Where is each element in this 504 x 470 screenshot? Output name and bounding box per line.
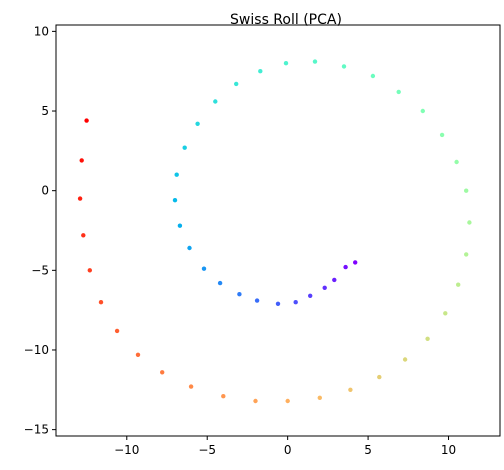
y-tick-label: −5 [31, 263, 49, 277]
scatter-point [237, 292, 242, 297]
scatter-point [217, 280, 223, 286]
scatter-point [253, 398, 258, 404]
scatter-point [308, 293, 313, 298]
scatter-point [343, 264, 348, 270]
scatter-point [464, 252, 469, 257]
chart-title: Swiss Roll (PCA) [230, 12, 342, 28]
y-tick-label: 10 [34, 24, 49, 38]
x-axis-ticks: −10 −5 0 5 10 [114, 436, 456, 457]
scatter-point [98, 300, 104, 305]
scatter-point [87, 268, 93, 273]
plot-frame [55, 24, 501, 437]
scatter-point [454, 159, 459, 165]
y-tick-label: −10 [24, 343, 49, 357]
scatter-point [293, 300, 298, 305]
scatter-points [77, 59, 472, 404]
x-tick-label: 10 [441, 443, 456, 457]
scatter-point [396, 89, 401, 95]
scatter-point [370, 73, 376, 79]
scatter-point [456, 282, 461, 287]
scatter-point [174, 172, 179, 177]
y-tick-label: −15 [24, 423, 49, 437]
scatter-point [275, 301, 281, 306]
x-tick-label: 5 [364, 443, 372, 457]
scatter-point [114, 328, 120, 334]
scatter-point [439, 132, 445, 138]
scatter-point [81, 233, 86, 238]
scatter-point [188, 384, 194, 389]
scatter-point [234, 81, 239, 87]
scatter-point [377, 374, 382, 380]
scatter-point [221, 394, 226, 399]
scatter-point [77, 196, 83, 201]
scatter-point [195, 121, 200, 127]
scatter-point [348, 387, 353, 392]
scatter-point [353, 260, 358, 265]
scatter-point [177, 223, 183, 228]
scatter-point [317, 395, 322, 400]
scatter-point [341, 64, 347, 69]
scatter-point [160, 370, 165, 375]
scatter-point [182, 145, 187, 150]
scatter-point [213, 99, 218, 104]
scatter-point [201, 266, 207, 271]
x-tick-label: −5 [198, 443, 216, 457]
y-tick-label: 0 [41, 184, 49, 198]
scatter-point [332, 277, 337, 283]
scatter-point [285, 398, 290, 404]
scatter-point [443, 311, 448, 316]
scatter-point [402, 357, 408, 362]
scatter-point [464, 188, 469, 193]
scatter-point [467, 220, 472, 225]
scatter-point [79, 158, 84, 163]
scatter-point [172, 198, 178, 203]
scatter-point [322, 285, 327, 290]
y-tick-label: 5 [41, 104, 49, 118]
scatter-point [258, 69, 263, 74]
scatter-point [420, 108, 425, 114]
x-tick-label: 0 [284, 443, 292, 457]
scatter-point [283, 61, 289, 66]
y-axis-ticks: −15 −10 −5 0 5 10 [24, 24, 56, 437]
x-tick-label: −10 [114, 443, 139, 457]
scatter-point [135, 352, 141, 357]
scatter-point [425, 336, 430, 341]
scatter-point [84, 118, 89, 123]
scatter-point [187, 245, 192, 251]
scatter-point [254, 298, 260, 303]
scatter-point [312, 59, 318, 64]
